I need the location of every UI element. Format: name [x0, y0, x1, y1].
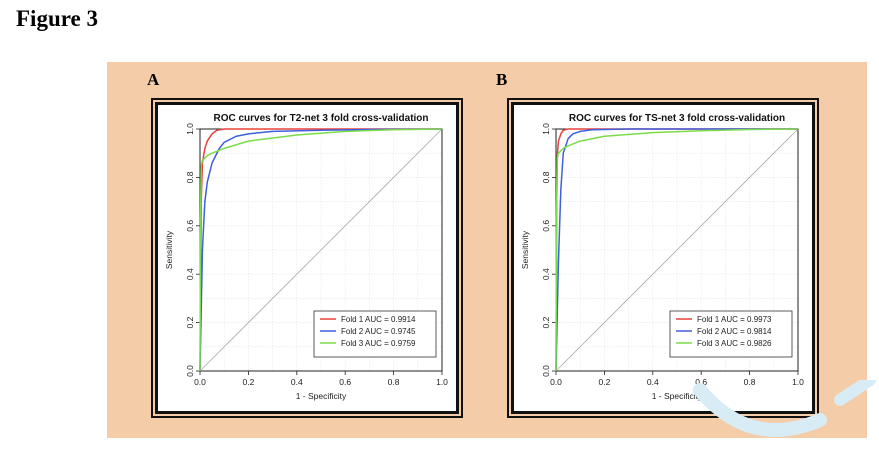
roc-curve-fold-2 — [199, 128, 443, 372]
y-axis-label: Sensitivity — [164, 230, 174, 269]
legend-label-fold-3: Fold 3 AUC = 0.9826 — [697, 339, 772, 348]
y-tick-label: 0.8 — [185, 171, 195, 183]
y-tick-label: 0.0 — [541, 365, 551, 377]
legend-label-fold-1: Fold 1 AUC = 0.9973 — [697, 315, 772, 324]
y-tick-label: 0.8 — [541, 171, 551, 183]
x-tick-label: 0.4 — [647, 377, 659, 387]
diagonal-reference-line — [199, 128, 443, 372]
legend-label-fold-3: Fold 3 AUC = 0.9759 — [341, 339, 416, 348]
chart-title: ROC curves for TS-net 3 fold cross-valid… — [569, 113, 785, 124]
y-tick-label: 0.4 — [541, 268, 551, 280]
x-tick-label: 0.8 — [744, 377, 756, 387]
legend-label-fold-1: Fold 1 AUC = 0.9914 — [341, 315, 416, 324]
x-tick-label: 0.2 — [242, 377, 254, 387]
x-tick-label: 0.2 — [598, 377, 610, 387]
chart-title: ROC curves for T2-net 3 fold cross-valid… — [213, 113, 428, 124]
legend-label-fold-2: Fold 2 AUC = 0.9745 — [341, 327, 416, 336]
figure-title: Figure 3 — [16, 6, 98, 31]
y-tick-label: 0.2 — [185, 316, 195, 328]
x-tick-label: 1.0 — [436, 377, 448, 387]
y-tick-label: 0.6 — [185, 220, 195, 232]
y-tick-label: 0.6 — [541, 220, 551, 232]
roc-curve-fold-3 — [199, 128, 443, 372]
chart-frame-b: ROC curves for TS-net 3 fold cross-valid… — [511, 102, 815, 414]
panel-label-a: A — [147, 70, 160, 89]
chart-frame-a: ROC curves for T2-net 3 fold cross-valid… — [155, 102, 459, 414]
x-tick-label: 0.8 — [388, 377, 400, 387]
y-tick-label: 1.0 — [541, 123, 551, 135]
roc-curve-fold-1 — [199, 128, 442, 372]
y-tick-label: 0.0 — [185, 365, 195, 377]
x-tick-label: 0.6 — [339, 377, 351, 387]
x-axis-label: 1 - Specificity — [652, 391, 703, 401]
y-tick-label: 0.4 — [185, 268, 195, 280]
roc-chart-a: ROC curves for T2-net 3 fold cross-valid… — [164, 113, 448, 401]
x-tick-label: 0.0 — [194, 377, 206, 387]
x-tick-label: 0.6 — [695, 377, 707, 387]
roc-curve-fold-2 — [555, 128, 798, 372]
roc-chart-b: ROC curves for TS-net 3 fold cross-valid… — [520, 113, 804, 401]
roc-curve-fold-3 — [555, 128, 799, 372]
x-tick-label: 0.4 — [291, 377, 303, 387]
y-tick-label: 0.2 — [541, 316, 551, 328]
x-tick-label: 0.0 — [550, 377, 562, 387]
panel-label-b: B — [496, 70, 508, 89]
diagonal-reference-line — [555, 128, 799, 372]
y-axis-label: Sensitivity — [520, 230, 530, 269]
x-axis-label: 1 - Specificity — [296, 391, 347, 401]
x-tick-label: 1.0 — [792, 377, 804, 387]
y-tick-label: 1.0 — [185, 123, 195, 135]
legend-label-fold-2: Fold 2 AUC = 0.9814 — [697, 327, 772, 336]
